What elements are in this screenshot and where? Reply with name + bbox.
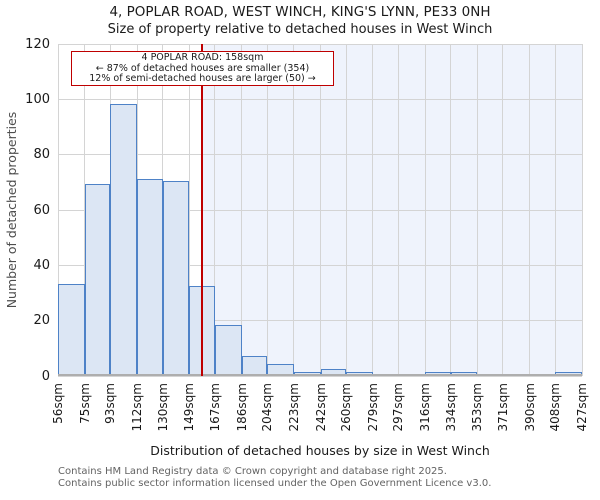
x-tick-label: 223sqm	[286, 383, 301, 432]
x-tick-label: 130sqm	[155, 383, 170, 432]
histogram-bar	[110, 103, 138, 375]
chart-plot-area	[57, 43, 583, 377]
x-tick-label: 371sqm	[495, 383, 510, 432]
y-tick-label: 100	[25, 91, 50, 107]
x-tick-label: 297sqm	[391, 383, 406, 432]
gridline-h	[58, 320, 582, 322]
histogram-bar	[214, 325, 242, 375]
histogram-bar	[241, 355, 268, 375]
x-tick-label: 390sqm	[522, 383, 537, 432]
x-tick-label: 204sqm	[260, 383, 275, 432]
gridline-v	[476, 44, 478, 376]
y-axis-label: Number of detached properties	[4, 111, 19, 309]
x-tick-label: 279sqm	[365, 383, 380, 432]
gridline-h	[58, 43, 582, 45]
page-subtitle: Size of property relative to detached ho…	[107, 22, 493, 37]
histogram-bar	[84, 184, 111, 375]
histogram-bar	[137, 178, 163, 375]
annotation-line-2: ← 87% of detached houses are smaller (35…	[95, 62, 310, 74]
x-tick-label: 427sqm	[575, 383, 589, 432]
x-tick-label: 112sqm	[130, 383, 145, 432]
histogram-bar	[58, 283, 85, 375]
gridline-v	[581, 44, 583, 376]
x-tick-label: 334sqm	[443, 383, 458, 432]
gridline-v	[320, 44, 322, 376]
x-tick-label: 186sqm	[234, 383, 249, 432]
x-axis-label: Distribution of detached houses by size …	[150, 443, 490, 458]
footer-line-2: Contains public sector information licen…	[58, 477, 492, 489]
gridline-h	[58, 375, 582, 377]
gridline-h	[58, 98, 582, 100]
histogram-bar	[162, 181, 190, 375]
footer-line-1: Contains HM Land Registry data © Crown c…	[58, 466, 447, 477]
page-title: 4, POPLAR ROAD, WEST WINCH, KING'S LYNN,…	[109, 4, 491, 20]
x-tick-label: 167sqm	[207, 383, 222, 432]
gridline-h	[58, 264, 582, 266]
x-tick-label: 56sqm	[51, 383, 65, 424]
x-tick-label: 149sqm	[182, 383, 197, 432]
gridline-h	[58, 209, 582, 211]
gridline-v	[241, 44, 243, 376]
annotation-line-3: 12% of semi-detached houses are larger (…	[89, 73, 316, 85]
gridline-v	[188, 44, 190, 376]
y-tick-label: 120	[25, 36, 50, 52]
x-tick-label: 93sqm	[103, 383, 118, 424]
y-tick-label: 40	[33, 257, 50, 273]
gridline-v	[397, 44, 399, 376]
gridline-v	[424, 44, 426, 376]
x-axis-line	[58, 374, 582, 376]
gridline-v	[345, 44, 347, 376]
y-tick-label: 20	[33, 313, 50, 329]
annotation-line-1: 4 POPLAR ROAD: 158sqm	[141, 52, 264, 63]
x-tick-label: 75sqm	[77, 383, 92, 424]
property-marker-line	[201, 44, 204, 376]
y-tick-label: 0	[41, 368, 50, 384]
x-tick-label: 242sqm	[313, 383, 328, 432]
gridline-h	[58, 154, 582, 156]
gridline-v	[266, 44, 268, 376]
y-tick-label: 80	[33, 147, 50, 163]
gridline-v	[293, 44, 295, 376]
gridline-v	[502, 44, 504, 376]
gridline-v	[372, 44, 374, 376]
y-tick-label: 60	[33, 202, 50, 218]
gridline-v	[554, 44, 556, 376]
x-tick-label: 408sqm	[548, 383, 563, 432]
x-tick-label: 260sqm	[339, 383, 354, 432]
gridline-v	[214, 44, 216, 376]
gridline-v	[450, 44, 452, 376]
x-tick-label: 353sqm	[470, 383, 485, 432]
footer: Contains HM Land Registry data © Crown c…	[58, 466, 491, 489]
gridline-v	[57, 44, 59, 376]
annotation-box: 4 POPLAR ROAD: 158sqm ← 87% of detached …	[71, 51, 334, 86]
x-tick-label: 316sqm	[418, 383, 433, 432]
gridline-v	[529, 44, 531, 376]
